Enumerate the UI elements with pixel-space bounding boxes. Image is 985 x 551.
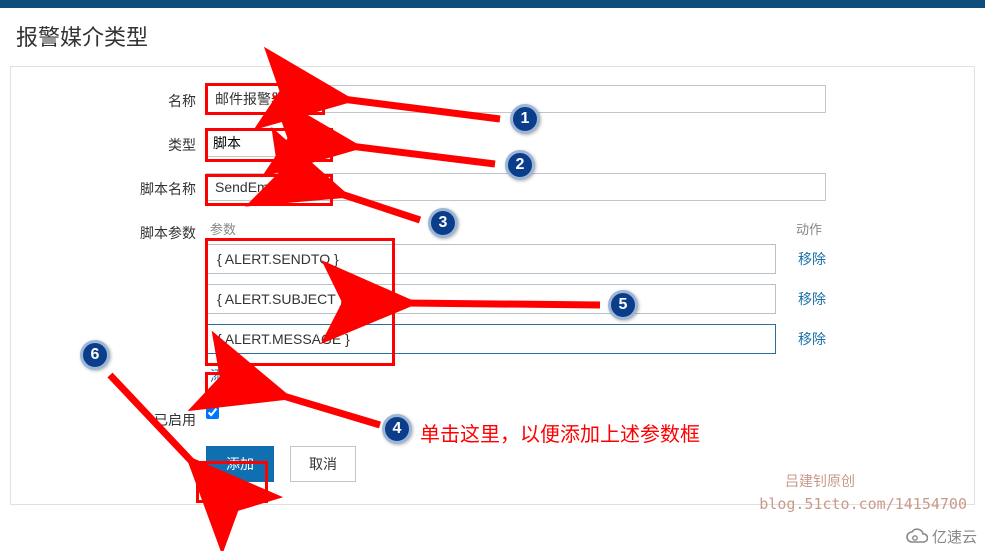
param-input[interactable]: [206, 324, 776, 354]
add-param-link[interactable]: 添加: [206, 364, 242, 388]
badge-3: 3: [428, 208, 458, 238]
params-header-param: 参数: [210, 219, 772, 238]
chevron-down-icon: [303, 140, 313, 146]
cancel-button[interactable]: 取消: [290, 446, 356, 482]
param-row: 移除: [206, 284, 826, 314]
params-header: 参数 动作: [206, 217, 826, 244]
param-input[interactable]: [206, 284, 776, 314]
page-title: 报警媒介类型: [0, 8, 985, 66]
badge-1: 1: [510, 104, 540, 134]
submit-button[interactable]: 添加: [206, 446, 274, 482]
watermark-author: 吕建钊原创: [785, 471, 855, 491]
script-params-label: 脚本参数: [11, 217, 206, 243]
badge-5: 5: [608, 290, 638, 320]
type-label: 类型: [11, 129, 206, 155]
hint-text: 单击这里，以便添加上述参数框: [420, 418, 700, 447]
remove-link[interactable]: 移除: [776, 329, 826, 349]
script-name-label: 脚本名称: [11, 173, 206, 199]
add-param-row: 添加: [206, 364, 826, 388]
enabled-checkbox[interactable]: [206, 406, 219, 419]
top-bar: [0, 0, 985, 8]
param-row: 移除: [206, 324, 826, 354]
name-label: 名称: [11, 85, 206, 111]
enabled-label: 已启用: [11, 404, 206, 430]
watermark-url: blog.51cto.com/14154700: [759, 495, 967, 513]
badge-4: 4: [382, 414, 412, 444]
params-header-action: 动作: [772, 219, 822, 238]
type-select-value: 脚本: [213, 133, 241, 153]
row-type: 类型 脚本: [11, 129, 974, 157]
row-name: 名称: [11, 85, 974, 113]
param-input[interactable]: [206, 244, 776, 274]
badge-6: 6: [80, 340, 110, 370]
row-script-name: 脚本名称: [11, 173, 974, 201]
footer-logo-text: 亿速云: [932, 526, 977, 547]
cloud-icon: [906, 528, 928, 546]
params-table: 参数 动作 移除 移除 移除 添加: [206, 217, 826, 388]
remove-link[interactable]: 移除: [776, 289, 826, 309]
footer-logo: 亿速云: [906, 526, 977, 547]
row-script-params: 脚本参数 参数 动作 移除 移除 移除: [11, 217, 974, 388]
type-select[interactable]: 脚本: [206, 129, 320, 157]
badge-2: 2: [505, 150, 535, 180]
param-row: 移除: [206, 244, 826, 274]
remove-link[interactable]: 移除: [776, 249, 826, 269]
